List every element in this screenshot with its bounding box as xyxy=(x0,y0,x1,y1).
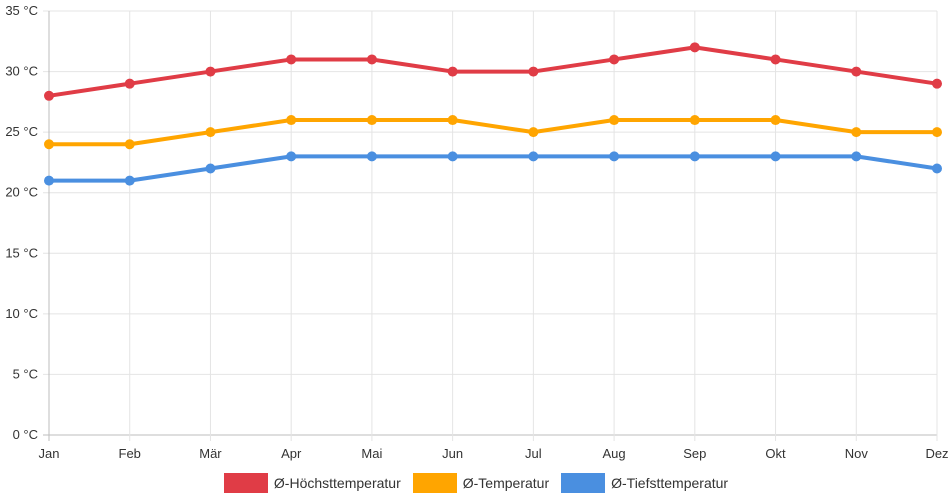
legend-swatch xyxy=(412,473,457,493)
y-tick-label: 25 °C xyxy=(5,124,38,139)
x-tick-label: Jun xyxy=(442,446,463,461)
x-tick-label: Sep xyxy=(683,446,706,461)
data-point[interactable] xyxy=(689,42,700,53)
data-point[interactable] xyxy=(44,139,54,150)
y-tick-label: 5 °C xyxy=(13,366,38,381)
data-point[interactable] xyxy=(689,115,700,126)
data-point[interactable] xyxy=(932,127,942,138)
x-tick-label: Mär xyxy=(199,446,222,461)
y-tick-label: 10 °C xyxy=(5,306,38,321)
x-tick-label: Jul xyxy=(525,446,542,461)
x-tick-label: Feb xyxy=(119,446,141,461)
x-tick-label: Aug xyxy=(603,446,626,461)
series-line xyxy=(47,45,939,98)
legend-label: Ø-Höchsttemperatur xyxy=(273,475,401,491)
x-tick-label: Apr xyxy=(281,446,302,461)
data-point[interactable] xyxy=(770,115,781,126)
data-point[interactable] xyxy=(528,151,539,162)
data-point[interactable] xyxy=(609,151,620,162)
line-chart: 0 °C 5 °C 10 °C 15 °C 20 °C 25 °C 30 °C 35 °C Ja… xyxy=(5,3,948,461)
y-tick-label: 0 °C xyxy=(13,427,38,442)
data-point[interactable] xyxy=(689,151,700,162)
series-line xyxy=(47,118,939,147)
x-tick-label: Nov xyxy=(845,446,869,461)
y-tick-label: 35 °C xyxy=(5,3,38,18)
data-point[interactable] xyxy=(205,127,216,138)
data-point[interactable] xyxy=(932,163,942,174)
y-tick-label: 20 °C xyxy=(5,185,38,200)
legend: Ø-Höchsttemperatur Ø-Temperatur Ø-Tiefstte… xyxy=(0,470,952,496)
data-point[interactable] xyxy=(205,163,216,174)
data-point[interactable] xyxy=(851,151,862,162)
data-point[interactable] xyxy=(286,54,297,65)
data-point[interactable] xyxy=(44,90,54,101)
data-point[interactable] xyxy=(609,54,620,65)
grid xyxy=(43,10,938,441)
legend-item[interactable]: Ø-Temperatur xyxy=(411,473,551,493)
x-tick-label: Jan xyxy=(39,446,60,461)
axes: 0 °C 5 °C 10 °C 15 °C 20 °C 25 °C 30 °C 35 °C Ja… xyxy=(5,3,948,461)
data-point[interactable] xyxy=(528,127,539,138)
data-point[interactable] xyxy=(528,66,539,77)
data-point[interactable] xyxy=(286,115,297,126)
data-point[interactable] xyxy=(932,78,942,89)
data-point[interactable] xyxy=(124,139,135,150)
x-tick-label: Mai xyxy=(361,446,382,461)
legend-item[interactable]: Ø-Tiefsttemperatur xyxy=(559,473,730,493)
legend-swatch xyxy=(223,473,268,493)
legend-label: Ø-Tiefsttemperatur xyxy=(611,475,729,491)
y-tick-label: 15 °C xyxy=(5,245,38,260)
data-point[interactable] xyxy=(205,66,216,77)
legend-swatch xyxy=(561,473,606,493)
data-point[interactable] xyxy=(366,115,377,126)
data-point[interactable] xyxy=(447,66,458,77)
data-point[interactable] xyxy=(609,115,620,126)
data-point[interactable] xyxy=(851,127,862,138)
data-point[interactable] xyxy=(366,151,377,162)
series xyxy=(44,42,942,186)
data-point[interactable] xyxy=(124,78,135,89)
x-tick-label: Dez xyxy=(925,446,948,461)
series-line xyxy=(47,154,939,183)
data-point[interactable] xyxy=(851,66,862,77)
x-tick-label: Okt xyxy=(765,446,786,461)
data-point[interactable] xyxy=(286,151,297,162)
data-point[interactable] xyxy=(770,151,781,162)
data-point[interactable] xyxy=(366,54,377,65)
y-tick-label: 30 °C xyxy=(5,64,38,79)
data-point[interactable] xyxy=(44,175,54,186)
data-point[interactable] xyxy=(770,54,781,65)
data-point[interactable] xyxy=(447,115,458,126)
data-point[interactable] xyxy=(447,151,458,162)
legend-item[interactable]: Ø-Höchsttemperatur xyxy=(222,473,403,493)
data-point[interactable] xyxy=(124,175,135,186)
legend-label: Ø-Temperatur xyxy=(462,475,550,491)
